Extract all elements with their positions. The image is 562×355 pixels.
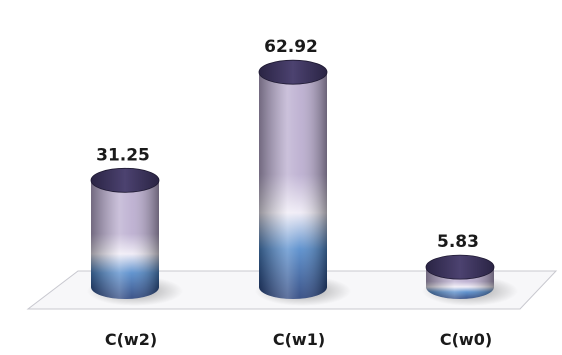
bar-c-w0 bbox=[422, 254, 518, 306]
data-label-c-w1: 62.92 bbox=[264, 37, 318, 57]
labels-layer: 31.25 62.92 5.83 bbox=[96, 37, 479, 252]
bars-layer bbox=[87, 59, 518, 306]
category-label-c-w0: C(w0) bbox=[440, 330, 492, 349]
bar-c-w1 bbox=[255, 59, 351, 306]
bar-top-cap bbox=[90, 167, 160, 193]
bar-shading bbox=[91, 180, 159, 299]
category-label-c-w2: C(w2) bbox=[105, 330, 157, 349]
bar-top-cap bbox=[425, 254, 495, 280]
category-label-c-w1: C(w1) bbox=[273, 330, 325, 349]
data-label-c-w2: 31.25 bbox=[96, 145, 150, 165]
data-label-c-w0: 5.83 bbox=[437, 232, 479, 252]
bar-c-w2 bbox=[87, 167, 183, 306]
bar-shading bbox=[259, 72, 327, 299]
category-labels: C(w2) C(w1) C(w0) bbox=[105, 330, 492, 349]
bar-top-cap bbox=[258, 59, 328, 85]
